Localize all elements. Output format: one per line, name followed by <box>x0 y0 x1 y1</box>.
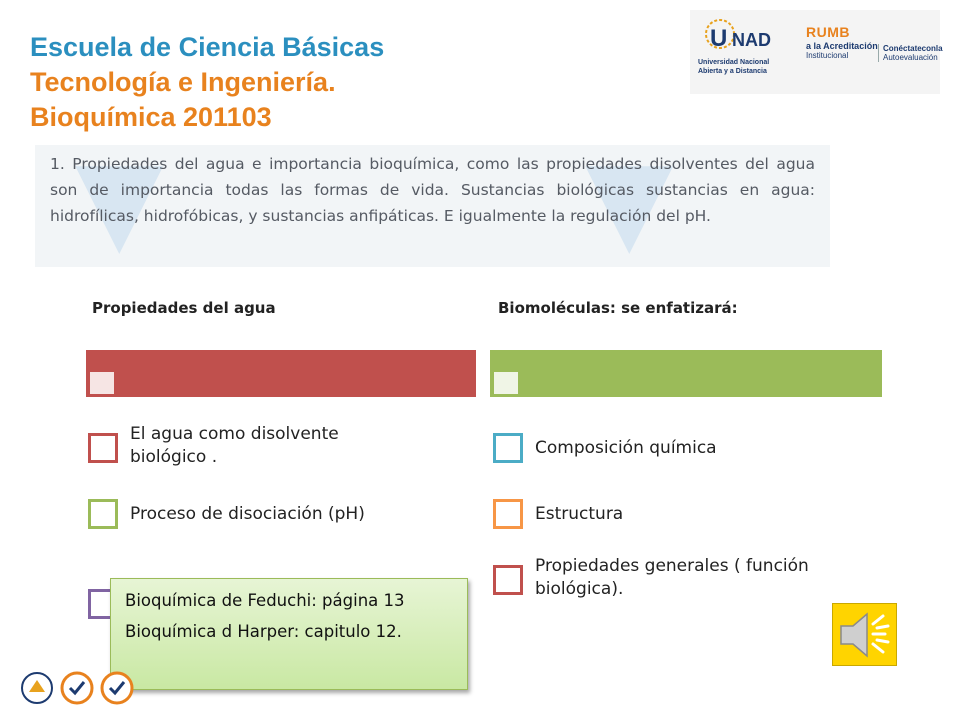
item-line: biológico . <box>130 447 218 467</box>
bar-marker <box>90 372 114 394</box>
banner-text: 1. Propiedades del agua e importancia bi… <box>50 155 815 225</box>
conecta-line2: Autoevaluación <box>883 53 938 62</box>
list-item: Estructura <box>535 504 624 524</box>
svg-text:NAD: NAD <box>732 30 771 50</box>
right-column-title: Biomoléculas: se enfatizará: <box>498 299 738 317</box>
bullet-square-orange <box>493 499 523 529</box>
watermark-shape: ▼ <box>45 145 194 267</box>
acreditacion-line1: a la Acreditación <box>806 41 878 51</box>
svg-text:U: U <box>710 25 727 52</box>
title-line-department: Tecnología e Ingeniería. <box>30 67 336 97</box>
sgs-certification-icon <box>60 671 94 705</box>
title-line-school: Escuela de Ciencia Básicas <box>30 32 385 62</box>
acreditacion-line2: Institucional <box>806 51 849 60</box>
bullet-square-red <box>88 433 118 463</box>
list-item: Proceso de disociación (pH) <box>130 504 365 524</box>
unad-logo-icon: U NAD <box>705 19 771 52</box>
audio-button[interactable] <box>832 603 897 666</box>
institution-logos: U NAD Universidad Nacional Abierta y a D… <box>690 10 943 94</box>
bar-marker <box>494 372 518 394</box>
speaker-icon <box>840 612 890 658</box>
left-header-bar <box>86 350 476 397</box>
right-header-bar <box>490 350 882 397</box>
title-line-course: Bioquímica 201103 <box>30 102 272 132</box>
list-item: El agua como disolvente biológico . <box>130 423 470 469</box>
item-line: Propiedades generales ( función <box>535 556 809 576</box>
left-column-title: Propiedades del agua <box>92 299 276 317</box>
reference-callout: Bioquímica de Feduchi: página 13 Bioquím… <box>110 578 468 690</box>
watermark-shape: ▼ <box>555 145 704 267</box>
bullet-square-blue <box>493 433 523 463</box>
colombia-seal-icon <box>21 672 53 704</box>
list-item: Propiedades generales ( función biológic… <box>535 555 875 601</box>
rumbo-logo: RUMB <box>806 24 850 40</box>
acreditacion-text: a la Acreditación Institucional <box>806 41 886 61</box>
bullet-square-red <box>493 565 523 595</box>
conecta-line1: Conéctateconla <box>883 44 943 53</box>
topic-banner: ▼ ▼ 1. Propiedades del agua e importanci… <box>35 145 830 267</box>
bullet-square-green <box>88 499 118 529</box>
conecta-text: Conéctateconla Autoevaluación <box>878 44 943 62</box>
unad-caption: Universidad Nacional Abierta y a Distanc… <box>698 59 770 75</box>
list-item: Composición química <box>535 438 717 458</box>
footer-certification-logos <box>15 668 145 708</box>
reference-feduchi: Bioquímica de Feduchi: página 13 <box>125 591 405 610</box>
sgs-certification-icon <box>100 671 134 705</box>
reference-harper: Bioquímica d Harper: capitulo 12. <box>125 622 402 641</box>
presentation-title: Escuela de Ciencia Básicas Tecnología e … <box>30 30 550 135</box>
item-line: biológica). <box>535 579 624 599</box>
item-line: El agua como disolvente <box>130 424 339 444</box>
